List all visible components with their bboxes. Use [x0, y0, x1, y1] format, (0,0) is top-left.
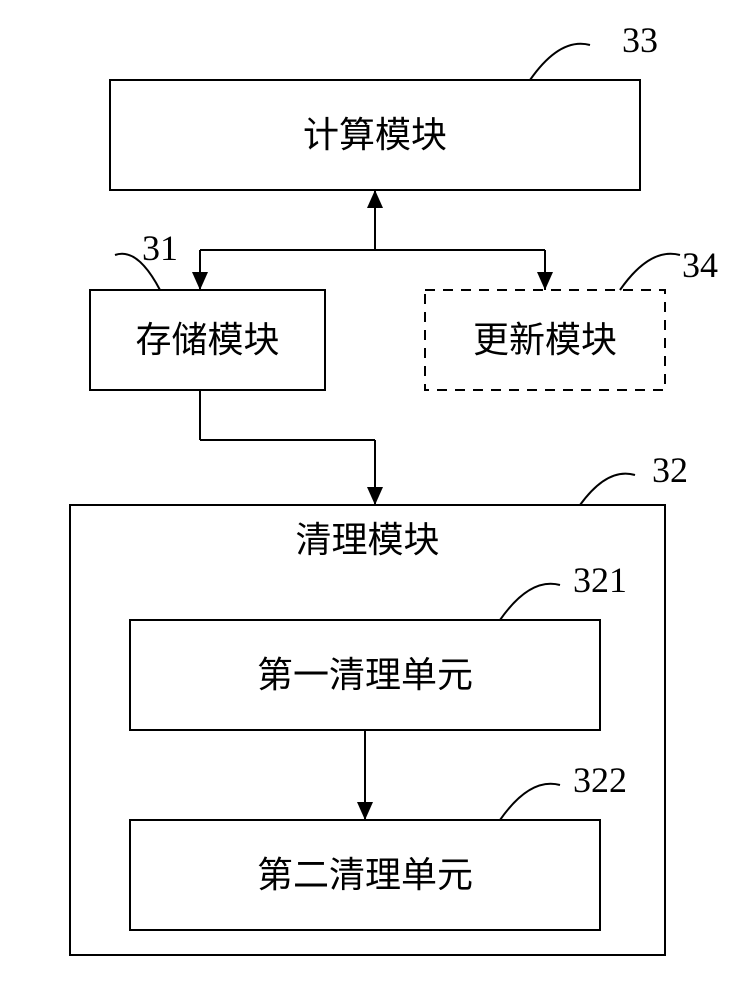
- node-label-clean: 清理模块: [295, 520, 439, 560]
- node-label-first: 第一清理单元: [257, 655, 473, 695]
- node-label-calc: 计算模块: [303, 115, 447, 155]
- node-store: 存储模块: [90, 290, 325, 390]
- ref-number-clean: 32: [652, 450, 688, 490]
- node-second: 第二清理单元: [130, 820, 600, 930]
- callout-line-first: [500, 584, 560, 620]
- callout-line-update: [620, 254, 680, 290]
- node-first: 第一清理单元: [130, 620, 600, 730]
- node-label-second: 第二清理单元: [257, 855, 473, 895]
- callout-line-clean: [580, 474, 635, 505]
- node-calc: 计算模块: [110, 80, 640, 190]
- node-label-update: 更新模块: [473, 320, 617, 360]
- callout-line-calc: [530, 44, 590, 80]
- node-label-store: 存储模块: [135, 320, 279, 360]
- ref-number-first: 321: [573, 560, 627, 600]
- ref-number-store: 31: [142, 228, 178, 268]
- callout-line-second: [500, 784, 560, 820]
- ref-number-calc: 33: [622, 20, 658, 60]
- node-update: 更新模块: [425, 290, 665, 390]
- ref-number-update: 34: [682, 245, 718, 285]
- ref-number-second: 322: [573, 760, 627, 800]
